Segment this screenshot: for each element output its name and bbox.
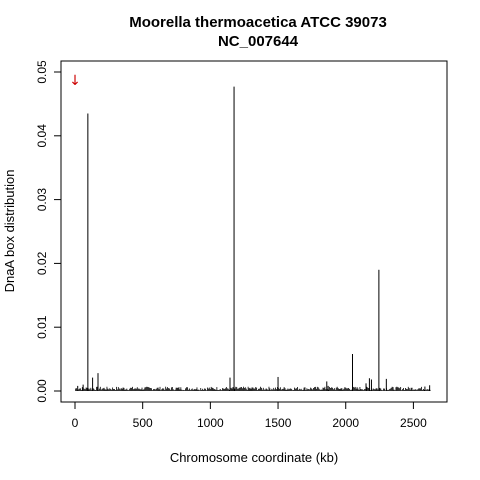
origin-marker: ↓ xyxy=(69,73,81,89)
x-axis: 0 500 1000 1500 2000 2500 xyxy=(72,401,427,430)
x-tick-label: 500 xyxy=(133,416,153,430)
x-tick-label: 1000 xyxy=(197,416,224,430)
y-tick-label: 0.00 xyxy=(35,379,49,403)
x-axis-label: Chromosome coordinate (kb) xyxy=(170,450,338,465)
x-tick-label: 0 xyxy=(72,416,79,430)
y-tick-label: 0.05 xyxy=(35,60,49,84)
y-axis: 0.00 0.01 0.02 0.03 0.04 0.05 xyxy=(35,60,62,403)
y-tick-label: 0.02 xyxy=(35,251,49,275)
chart-subtitle: NC_007644 xyxy=(218,33,299,50)
y-tick-label: 0.04 xyxy=(35,124,49,148)
y-tick-label: 0.03 xyxy=(35,188,49,212)
data-series xyxy=(75,86,431,391)
x-tick-label: 2500 xyxy=(400,416,427,430)
y-axis-label: DnaA box distribution xyxy=(2,170,17,293)
plot-area-frame xyxy=(60,60,448,403)
x-tick-label: 1500 xyxy=(265,416,292,430)
x-tick-label: 2000 xyxy=(332,416,359,430)
y-tick-label: 0.01 xyxy=(35,315,49,339)
chart-title: Moorella thermoacetica ATCC 39073 xyxy=(129,14,387,31)
